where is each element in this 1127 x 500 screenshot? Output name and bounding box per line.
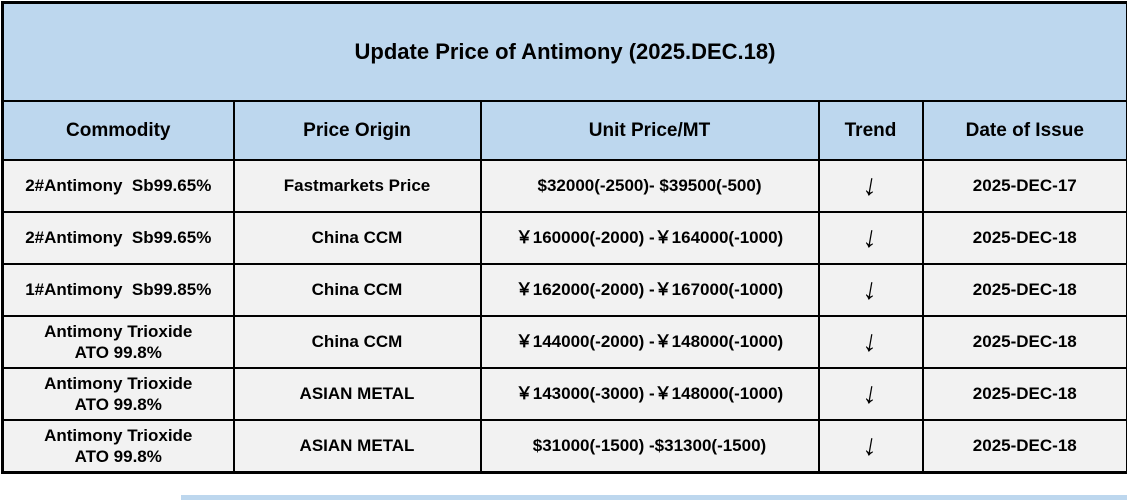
table-row: Antimony Trioxide ATO 99.8% ASIAN METAL …	[1, 419, 1127, 474]
next-table-top-edge	[181, 495, 1127, 500]
trend-cell: ↓	[817, 367, 924, 421]
trend-cell: ↓	[817, 315, 924, 369]
trend-down-arrow-icon: ↓	[860, 220, 881, 256]
column-header-price-origin: Price Origin	[232, 100, 482, 161]
unit-price-cell: ￥160000(-2000) -￥164000(-1000)	[479, 211, 820, 265]
commodity-cell: 1#Antimony Sb99.85%	[1, 263, 235, 317]
column-header-trend: Trend	[817, 100, 924, 161]
commodity-cell: Antimony Trioxide ATO 99.8%	[1, 315, 235, 369]
trend-down-arrow-icon: ↓	[860, 428, 881, 464]
title-row: Update Price of Antimony (2025.DEC.18)	[1, 1, 1127, 102]
date-of-issue-cell: 2025-DEC-17	[921, 159, 1127, 213]
table-row: Antimony Trioxide ATO 99.8% ASIAN METAL …	[1, 367, 1127, 421]
commodity-cell: 2#Antimony Sb99.65%	[1, 211, 235, 265]
date-of-issue-cell: 2025-DEC-18	[921, 211, 1127, 265]
price-origin-cell: China CCM	[232, 315, 482, 369]
column-header-commodity: Commodity	[1, 100, 235, 161]
table-title: Update Price of Antimony (2025.DEC.18)	[1, 1, 1127, 102]
commodity-cell: Antimony Trioxide ATO 99.8%	[1, 419, 235, 474]
price-origin-cell: ASIAN METAL	[232, 419, 482, 474]
trend-cell: ↓	[817, 159, 924, 213]
unit-price-cell: ￥143000(-3000) -￥148000(-1000)	[479, 367, 820, 421]
price-origin-cell: ASIAN METAL	[232, 367, 482, 421]
trend-down-arrow-icon: ↓	[860, 324, 881, 360]
column-header-unit-price: Unit Price/MT	[479, 100, 820, 161]
trend-down-arrow-icon: ↓	[860, 376, 881, 412]
table-row: 2#Antimony Sb99.65% Fastmarkets Price $3…	[1, 159, 1127, 213]
unit-price-cell: $31000(-1500) -$31300(-1500)	[479, 419, 820, 474]
trend-down-arrow-icon: ↓	[860, 272, 881, 308]
table-row: Antimony Trioxide ATO 99.8% China CCM ￥1…	[1, 315, 1127, 369]
commodity-cell: 2#Antimony Sb99.65%	[1, 159, 235, 213]
price-origin-cell: China CCM	[232, 263, 482, 317]
trend-cell: ↓	[817, 419, 924, 474]
price-table: Update Price of Antimony (2025.DEC.18) C…	[1, 1, 1127, 474]
header-row: Commodity Price Origin Unit Price/MT Tre…	[1, 100, 1127, 161]
table-row: 2#Antimony Sb99.65% China CCM ￥160000(-2…	[1, 211, 1127, 265]
unit-price-cell: ￥144000(-2000) -￥148000(-1000)	[479, 315, 820, 369]
table-row: 1#Antimony Sb99.85% China CCM ￥162000(-2…	[1, 263, 1127, 317]
date-of-issue-cell: 2025-DEC-18	[921, 419, 1127, 474]
trend-cell: ↓	[817, 263, 924, 317]
trend-cell: ↓	[817, 211, 924, 265]
date-of-issue-cell: 2025-DEC-18	[921, 367, 1127, 421]
price-origin-cell: China CCM	[232, 211, 482, 265]
date-of-issue-cell: 2025-DEC-18	[921, 263, 1127, 317]
trend-down-arrow-icon: ↓	[860, 168, 881, 204]
unit-price-cell: $32000(-2500)- $39500(-500)	[479, 159, 820, 213]
price-origin-cell: Fastmarkets Price	[232, 159, 482, 213]
commodity-cell: Antimony Trioxide ATO 99.8%	[1, 367, 235, 421]
date-of-issue-cell: 2025-DEC-18	[921, 315, 1127, 369]
column-header-date-of-issue: Date of Issue	[921, 100, 1127, 161]
unit-price-cell: ￥162000(-2000) -￥167000(-1000)	[479, 263, 820, 317]
